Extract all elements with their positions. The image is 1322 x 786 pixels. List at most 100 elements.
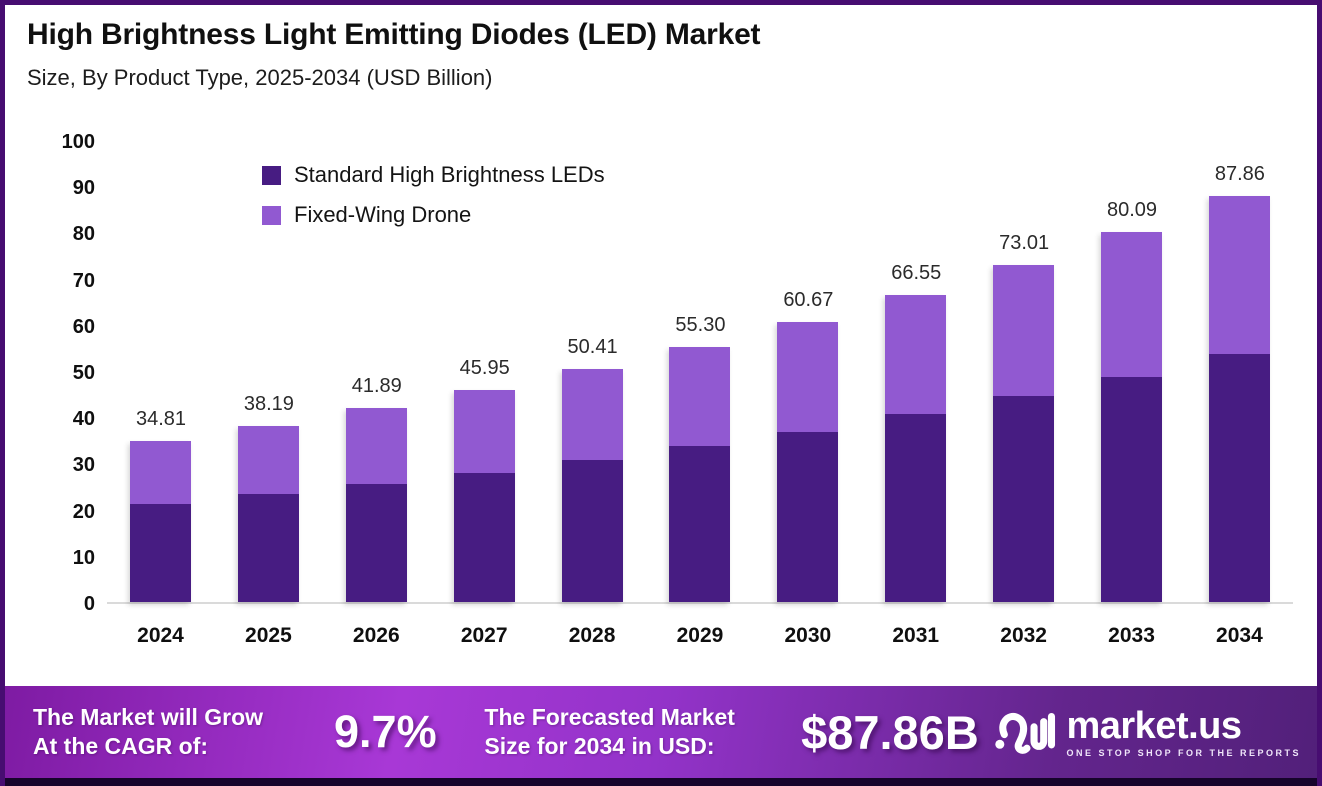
x-axis-label-2031: 2031 [892, 624, 940, 647]
y-axis-tick-label: 0 [83, 593, 95, 615]
bar-total-label: 80.09 [1106, 198, 1158, 221]
bar-stack [345, 408, 407, 602]
bottom-strip [5, 778, 1317, 786]
bar-stack [993, 264, 1055, 602]
x-axis-label-2033: 2033 [1108, 624, 1155, 647]
bar-segment-standard-high-brightness-leds [130, 504, 191, 602]
bar-segment-standard-high-brightness-leds [885, 414, 947, 602]
bar-segment-standard-high-brightness-leds [777, 431, 839, 602]
cagr-label: The Market will Grow At the CAGR of: [33, 703, 301, 761]
bar-segment-fixed-wing-drone [777, 321, 839, 432]
y-axis-tick-label: 30 [72, 454, 95, 477]
x-axis-label-2024: 2024 [137, 624, 184, 647]
bar-column-2026: 41.89 [323, 142, 430, 602]
bar-segment-fixed-wing-drone [993, 264, 1055, 396]
bar-stack [885, 294, 947, 602]
plot-area: 34.81 38.19 41.89 45.95 50.41 55.30 60.67 66.55… [107, 142, 1293, 604]
bar-total-label: 41.89 [351, 375, 402, 398]
bar-segment-standard-high-brightness-leds [993, 395, 1055, 602]
bar-segment-fixed-wing-drone [1208, 196, 1270, 355]
bar-segment-fixed-wing-drone [453, 389, 515, 473]
x-axis-label-2026: 2026 [352, 624, 400, 647]
bar-column-2033: 80.09 [1078, 142, 1185, 602]
bar-stack [453, 389, 515, 602]
forecast-label-line1: The Forecasted Market [484, 704, 735, 730]
y-axis-tick-label: 100 [61, 131, 95, 153]
x-axis-label-2027: 2027 [460, 624, 508, 647]
x-axis-label-2025: 2025 [245, 624, 292, 647]
legend: Standard High Brightness LEDs Fixed-Wing… [262, 162, 605, 228]
bar-total-label: 66.55 [891, 261, 942, 284]
bar-stack [669, 346, 731, 602]
bar-segment-standard-high-brightness-leds [1101, 376, 1163, 602]
y-axis-tick-label: 70 [72, 269, 95, 292]
summary-banner: The Market will Grow At the CAGR of: 9.7… [5, 686, 1317, 778]
bar-column-2028: 50.41 [539, 142, 646, 602]
bar-segment-fixed-wing-drone [237, 425, 299, 495]
bar-column-2029: 55.30 [646, 142, 753, 602]
x-axis-label-2030: 2030 [784, 624, 832, 647]
legend-item-fixed-wing-drone: Fixed-Wing Drone [262, 202, 605, 228]
logo-text: market.us ONE STOP SHOP FOR THE REPORTS [1066, 707, 1301, 758]
bar-segment-standard-high-brightness-leds [669, 446, 731, 602]
bar-total-label: 45.95 [459, 356, 510, 379]
logo-brand: market.us [1066, 704, 1242, 747]
y-axis: 0 10 20 30 40 50 60 70 80 90 100 [5, 131, 97, 615]
bar-column-2027: 45.95 [431, 142, 538, 602]
bar-column-2025: 38.19 [215, 142, 322, 602]
y-axis-tick-label: 80 [72, 223, 95, 246]
bar-segment-standard-high-brightness-leds [1208, 354, 1270, 602]
header: High Brightness Light Emitting Diodes (L… [5, 5, 1317, 112]
x-axis-label-2032: 2032 [1000, 624, 1047, 647]
market-us-logo: market.us ONE STOP SHOP FOR THE REPORTS [994, 707, 1317, 758]
x-axis-labels: 2024 2025 2026 2027 2028 2029 2030 2031 2032 2033… [107, 624, 1293, 648]
bar-column-2032: 73.01 [970, 142, 1077, 602]
legend-swatch-fixed-wing-drone [262, 205, 281, 225]
forecast-label-line2: Size for 2034 in USD: [484, 733, 715, 759]
x-axis-label-2029: 2029 [676, 624, 724, 647]
y-axis-tick-label: 50 [72, 362, 95, 384]
x-axis-label-2034: 2034 [1216, 624, 1263, 647]
bar-segment-standard-high-brightness-leds [453, 472, 515, 602]
bar-stack [561, 369, 623, 602]
logo-tagline: ONE STOP SHOP FOR THE REPORTS [1066, 747, 1301, 758]
legend-label: Standard High Brightness LEDs [294, 162, 605, 187]
y-axis-tick-label: 60 [72, 315, 95, 338]
bar-segment-standard-high-brightness-leds [345, 484, 407, 602]
cagr-label-line1: The Market will Grow [33, 704, 264, 730]
bar-stack [130, 441, 191, 602]
bar-stack [237, 425, 299, 602]
cagr-value: 9.7% [334, 706, 437, 757]
bar-total-label: 38.19 [243, 392, 294, 415]
bar-column-2034: 87.86 [1186, 142, 1293, 602]
bar-total-label: 87.86 [1214, 163, 1265, 186]
bar-total-label: 50.41 [567, 336, 618, 359]
page-title: High Brightness Light Emitting Diodes (L… [27, 18, 761, 51]
bar-segment-fixed-wing-drone [130, 441, 191, 505]
chart: 0 10 20 30 40 50 60 70 80 90 100 34.81 38.19 41.89 45… [5, 112, 1317, 686]
bar-column-2024: 34.81 [107, 142, 214, 602]
y-axis-tick-label: 10 [72, 546, 95, 569]
bar-stack [777, 321, 839, 602]
forecast-value: $87.86B [801, 705, 979, 759]
bar-stack [1208, 196, 1270, 602]
legend-swatch-standard-leds [262, 165, 281, 185]
bar-segment-fixed-wing-drone [561, 369, 623, 461]
bar-segment-standard-high-brightness-leds [237, 494, 299, 602]
bar-segment-fixed-wing-drone [669, 346, 731, 447]
bar-segment-fixed-wing-drone [345, 408, 407, 485]
cagr-label-line2: At the CAGR of: [33, 733, 209, 759]
bar-total-label: 34.81 [135, 408, 187, 431]
bars-row: 34.81 38.19 41.89 45.95 50.41 55.30 60.67 66.55… [107, 142, 1293, 602]
bar-segment-standard-high-brightness-leds [561, 460, 623, 602]
page-subtitle: Size, By Product Type, 2025-2034 (USD Bi… [27, 65, 493, 90]
y-axis-tick-label: 20 [72, 500, 95, 523]
bar-column-2030: 60.67 [754, 142, 861, 602]
legend-label: Fixed-Wing Drone [294, 202, 472, 227]
bar-segment-fixed-wing-drone [1101, 232, 1163, 377]
y-axis-tick-label: 40 [72, 408, 95, 431]
bar-segment-fixed-wing-drone [885, 294, 947, 415]
market-us-waves-icon [995, 712, 1056, 754]
bar-column-2031: 66.55 [862, 142, 969, 602]
